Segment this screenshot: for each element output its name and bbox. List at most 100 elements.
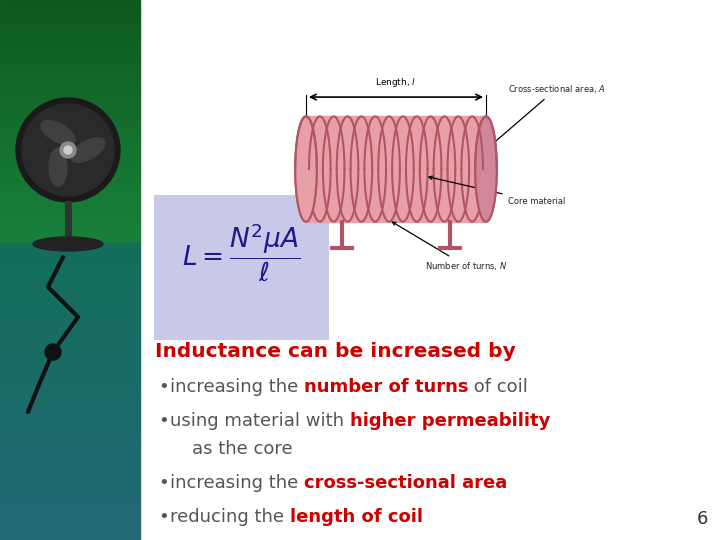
Bar: [0, 74, 140, 81]
Bar: [0, 276, 140, 284]
Ellipse shape: [295, 117, 317, 221]
Bar: [0, 459, 140, 465]
Bar: [0, 345, 140, 351]
Bar: [0, 68, 140, 74]
Bar: [0, 418, 140, 426]
Bar: [0, 507, 140, 513]
Bar: [0, 492, 140, 500]
Text: as the core: as the core: [192, 440, 292, 458]
Bar: [0, 115, 140, 122]
Text: cross-sectional area: cross-sectional area: [304, 474, 508, 492]
Ellipse shape: [71, 138, 105, 163]
Bar: [306, 117, 486, 221]
Bar: [0, 230, 140, 237]
Bar: [0, 40, 140, 47]
Text: •: •: [158, 378, 168, 396]
Bar: [0, 270, 140, 276]
Bar: [0, 465, 140, 472]
Text: 6: 6: [697, 510, 708, 528]
Bar: [0, 189, 140, 195]
Bar: [0, 162, 140, 168]
Bar: [0, 0, 140, 6]
Text: length of coil: length of coil: [289, 508, 423, 526]
Circle shape: [16, 98, 120, 202]
Text: reducing the: reducing the: [170, 508, 289, 526]
Bar: [0, 446, 140, 453]
Bar: [0, 364, 140, 372]
Bar: [0, 338, 140, 345]
Circle shape: [45, 344, 61, 360]
Bar: [0, 453, 140, 459]
Bar: [0, 438, 140, 445]
Ellipse shape: [41, 120, 75, 145]
Bar: [0, 148, 140, 156]
Ellipse shape: [475, 117, 497, 221]
Ellipse shape: [33, 237, 103, 251]
Bar: [0, 156, 140, 162]
Text: •: •: [158, 508, 168, 526]
Bar: [0, 357, 140, 364]
Bar: [0, 291, 140, 297]
Bar: [0, 392, 140, 399]
Text: higher permeability: higher permeability: [350, 412, 550, 430]
Bar: [0, 399, 140, 405]
Text: Cross-sectional area, $A$: Cross-sectional area, $A$: [491, 83, 606, 145]
Bar: [0, 324, 140, 330]
Text: •: •: [158, 412, 168, 430]
Bar: [0, 372, 140, 378]
Bar: [0, 310, 140, 317]
Bar: [0, 20, 140, 27]
Circle shape: [22, 104, 114, 196]
Bar: [0, 411, 140, 418]
Text: increasing the: increasing the: [170, 378, 304, 396]
Bar: [0, 405, 140, 411]
Bar: [0, 94, 140, 102]
Bar: [0, 486, 140, 492]
Bar: [0, 519, 140, 526]
Bar: [0, 33, 140, 40]
Text: $L = \dfrac{N^2 \mu A}{\ell}$: $L = \dfrac{N^2 \mu A}{\ell}$: [182, 222, 300, 284]
Circle shape: [60, 142, 76, 158]
Bar: [0, 222, 140, 230]
Text: •: •: [158, 474, 168, 492]
FancyBboxPatch shape: [154, 195, 329, 340]
Text: Core material: Core material: [429, 176, 565, 206]
Bar: [0, 27, 140, 33]
Bar: [0, 317, 140, 324]
Bar: [0, 135, 140, 141]
Bar: [0, 202, 140, 209]
Bar: [0, 237, 140, 243]
Text: of coil: of coil: [469, 378, 528, 396]
Text: number of turns: number of turns: [304, 378, 469, 396]
Bar: [0, 249, 140, 256]
Bar: [0, 176, 140, 183]
Bar: [0, 284, 140, 291]
Text: Inductance can be increased by: Inductance can be increased by: [155, 342, 516, 361]
Bar: [0, 513, 140, 519]
Bar: [0, 168, 140, 176]
Bar: [0, 351, 140, 357]
Bar: [0, 14, 140, 20]
Bar: [0, 256, 140, 263]
Bar: [0, 183, 140, 189]
Bar: [0, 141, 140, 149]
Bar: [0, 102, 140, 108]
Bar: [0, 426, 140, 432]
Bar: [0, 60, 140, 68]
Bar: [0, 526, 140, 534]
Circle shape: [64, 146, 72, 154]
Bar: [0, 128, 140, 135]
Bar: [0, 330, 140, 338]
Bar: [0, 243, 140, 249]
Bar: [0, 108, 140, 115]
Bar: [0, 122, 140, 128]
Text: Number of turns, $N$: Number of turns, $N$: [392, 222, 507, 272]
Bar: [0, 472, 140, 480]
Bar: [0, 81, 140, 87]
Bar: [0, 480, 140, 486]
Bar: [0, 54, 140, 60]
Text: Length, $l$: Length, $l$: [375, 76, 417, 89]
Text: increasing the: increasing the: [170, 474, 304, 492]
Bar: [0, 303, 140, 310]
Bar: [0, 297, 140, 303]
